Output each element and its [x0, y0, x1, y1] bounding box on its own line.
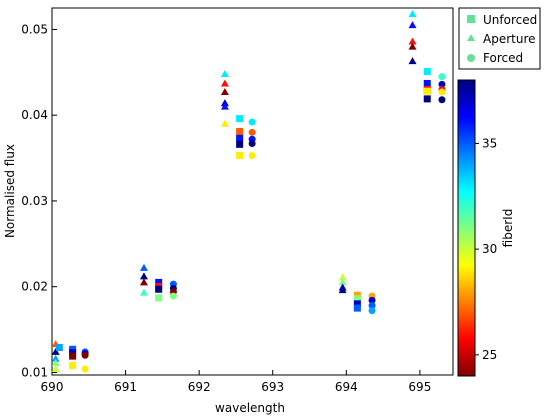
- x-tick-label: 691: [114, 380, 137, 394]
- aperture-point: [408, 10, 417, 18]
- legend-marker-forced: [467, 54, 475, 62]
- y-tick-label: 0.05: [21, 22, 48, 36]
- forced-point: [438, 73, 446, 81]
- colorbar-tick-label: 35: [482, 136, 497, 150]
- x-tick-label: 690: [41, 380, 64, 394]
- forced-point: [248, 139, 256, 147]
- legend-label-forced: Forced: [483, 51, 523, 65]
- aperture-point: [220, 79, 229, 87]
- forced-point: [248, 118, 256, 126]
- unforced-point: [236, 134, 244, 142]
- colorbar-tick-label: 30: [482, 242, 497, 256]
- unforced-point: [423, 67, 431, 75]
- unforced-point: [236, 140, 244, 148]
- y-tick-label: 0.03: [21, 194, 48, 208]
- forced-point: [81, 351, 89, 359]
- colorbar-tick-label: 25: [482, 348, 497, 362]
- colorbar: 25 30 35 fiberId: [457, 79, 515, 377]
- aperture-point: [338, 273, 347, 281]
- y-tick-label: 0.02: [21, 280, 48, 294]
- plot-area: [51, 7, 454, 376]
- forced-point: [169, 292, 177, 300]
- aperture-point: [139, 288, 148, 296]
- unforced-point: [353, 295, 361, 303]
- forced-point: [248, 151, 256, 159]
- aperture-point: [220, 70, 229, 78]
- x-tick-label: 693: [261, 380, 284, 394]
- x-tick-label: 694: [335, 380, 358, 394]
- unforced-point: [423, 95, 431, 103]
- colorbar-label: fiberId: [501, 209, 515, 248]
- aperture-point: [408, 37, 417, 45]
- forced-point: [368, 302, 376, 310]
- forced-point: [438, 96, 446, 104]
- legend-marker-aperture: [467, 34, 475, 41]
- forced-point: [368, 307, 376, 315]
- aperture-point: [408, 57, 417, 65]
- forced-point: [438, 80, 446, 88]
- aperture-point: [139, 263, 148, 271]
- aperture-point: [220, 102, 229, 110]
- x-tick-label: 695: [408, 380, 431, 394]
- aperture-point: [220, 88, 229, 96]
- aperture-point: [51, 354, 60, 362]
- y-axis: 0.01 0.02 0.03 0.04 0.05: [21, 22, 57, 379]
- y-axis-label: Normalised flux: [3, 144, 17, 238]
- unforced-point: [423, 79, 431, 87]
- unforced-point: [69, 352, 77, 360]
- y-tick-label: 0.01: [21, 365, 48, 379]
- aperture-point: [51, 364, 60, 372]
- x-axis-label: wavelength: [215, 401, 285, 415]
- aperture-point: [408, 42, 417, 50]
- aperture-point: [338, 278, 347, 286]
- aperture-point: [338, 286, 347, 294]
- unforced-point: [353, 300, 361, 308]
- aperture-point: [51, 358, 60, 366]
- aperture-point: [139, 278, 148, 286]
- unforced-point: [155, 285, 163, 293]
- unforced-point: [155, 278, 163, 286]
- forced-point: [81, 365, 89, 373]
- colorbar-gradient: [457, 79, 476, 377]
- legend-label-unforced: Unforced: [483, 13, 537, 27]
- x-axis: 690 691 692 693 694 695: [41, 370, 431, 394]
- unforced-point: [236, 115, 244, 123]
- aperture-point: [139, 272, 148, 280]
- forced-point: [438, 88, 446, 96]
- unforced-point: [353, 304, 361, 312]
- x-tick-label: 692: [188, 380, 211, 394]
- unforced-point: [423, 87, 431, 95]
- scatter-points: [51, 10, 446, 373]
- unforced-point: [55, 344, 63, 352]
- unforced-point: [69, 362, 77, 370]
- legend-label-aperture: Aperture: [483, 32, 536, 46]
- y-tick-label: 0.04: [21, 108, 48, 122]
- unforced-point: [236, 127, 244, 135]
- forced-point: [368, 296, 376, 304]
- unforced-point: [236, 151, 244, 159]
- aperture-point: [51, 347, 60, 355]
- unforced-point: [155, 294, 163, 302]
- aperture-point: [408, 21, 417, 29]
- colorbar-ticks: 25 30 35: [475, 136, 497, 362]
- forced-point: [248, 128, 256, 136]
- aperture-point: [220, 119, 229, 127]
- legend: Unforced Aperture Forced: [458, 7, 541, 70]
- legend-marker-unforced: [467, 15, 475, 23]
